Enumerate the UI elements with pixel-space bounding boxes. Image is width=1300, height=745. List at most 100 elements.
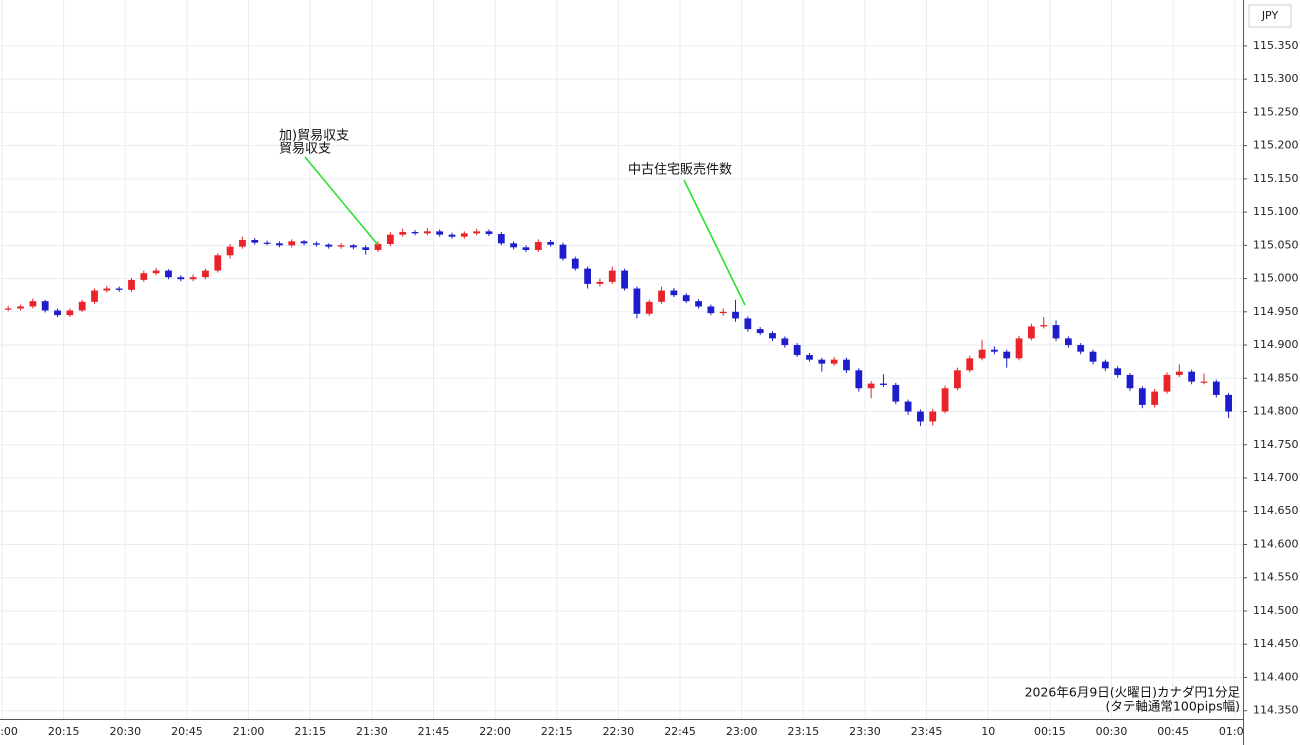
- candle-body: [695, 301, 702, 307]
- x-tick-label: 21:15: [294, 725, 326, 738]
- candle-body: [1188, 371, 1196, 382]
- annotation-line: [304, 156, 379, 246]
- candle-body: [978, 349, 986, 359]
- x-tick-label: 22:15: [541, 725, 573, 738]
- candle-body: [399, 232, 407, 235]
- candle-body: [337, 245, 345, 247]
- candle-body: [843, 359, 850, 371]
- y-tick-label: 114.950: [1253, 305, 1299, 318]
- candle-body: [115, 288, 123, 290]
- annotation-text: 中古住宅販売件数: [628, 162, 732, 178]
- candle-body: [1003, 351, 1011, 359]
- candle-body: [608, 270, 616, 282]
- candle-body: [78, 301, 86, 311]
- candle-body: [645, 301, 653, 314]
- y-tick-label: 115.300: [1253, 72, 1299, 85]
- candle-body: [1101, 361, 1109, 369]
- caption: 2026年6月9日(火曜日)カナダ円1分足: [1025, 685, 1241, 700]
- candle-body: [510, 243, 518, 248]
- candle-body: [54, 310, 61, 316]
- candle-body: [300, 241, 308, 244]
- candle-body: [1225, 394, 1233, 412]
- candle-body: [1151, 391, 1159, 405]
- candle-body: [621, 270, 628, 289]
- annotation-line: [683, 179, 746, 306]
- candle-body: [929, 411, 937, 422]
- annotation-text: 加)貿易収支: [279, 129, 349, 144]
- y-tick-label: 114.550: [1253, 571, 1299, 584]
- candles: [4, 228, 1233, 427]
- candle-body: [1114, 368, 1122, 375]
- y-tick-label: 114.700: [1253, 471, 1299, 484]
- candle-body: [1077, 345, 1085, 352]
- candle-body: [288, 241, 296, 246]
- candle-body: [251, 240, 259, 243]
- y-tick-label: 115.100: [1253, 205, 1299, 218]
- y-tick-label: 114.900: [1253, 338, 1299, 351]
- candle-body: [707, 306, 715, 314]
- candle-body: [1200, 381, 1208, 383]
- annotation-text: 貿易収支: [279, 142, 331, 157]
- x-tick-label: 00:45: [1157, 725, 1189, 738]
- y-tick-label: 115.250: [1253, 105, 1299, 118]
- candle-body: [41, 301, 49, 311]
- candle-body: [547, 241, 555, 245]
- candle-body: [892, 384, 900, 402]
- candle-body: [584, 268, 591, 284]
- candle-body: [325, 244, 333, 247]
- candle-body: [991, 349, 998, 352]
- candle-body: [226, 246, 234, 256]
- candle-body: [17, 306, 24, 309]
- candle-body: [917, 411, 924, 422]
- x-tick-label: 20:30: [109, 725, 141, 738]
- caption: (タテ軸通常100pips幅): [1106, 699, 1240, 714]
- candle-body: [423, 231, 431, 234]
- candle-body: [1015, 338, 1023, 359]
- candle-body: [497, 234, 505, 244]
- y-tick-label: 114.450: [1253, 637, 1299, 650]
- candle-body: [1163, 374, 1171, 392]
- candle-body: [719, 311, 727, 314]
- candle-body: [867, 383, 875, 389]
- candle-body: [1126, 374, 1134, 389]
- candle-body: [128, 279, 135, 290]
- candle-body: [4, 308, 12, 310]
- candle-body: [830, 359, 838, 364]
- x-tick-label: 10: [981, 725, 995, 738]
- candle-body: [91, 290, 98, 302]
- candle-body: [29, 301, 37, 307]
- candle-body: [670, 290, 678, 296]
- candle-body: [571, 258, 579, 269]
- x-tick-label: 00:30: [1096, 725, 1128, 738]
- candle-body: [276, 243, 283, 246]
- y-tick-label: 114.650: [1253, 504, 1299, 517]
- x-tick-label: 22:30: [603, 725, 635, 738]
- candle-body: [386, 234, 394, 244]
- candle-body: [744, 318, 752, 330]
- x-tick-label: 23:15: [787, 725, 819, 738]
- candle-body: [177, 277, 185, 280]
- candle-body: [313, 243, 320, 245]
- candle-body: [1212, 381, 1220, 395]
- candle-body: [781, 338, 789, 346]
- candle-body: [818, 359, 826, 364]
- candle-body: [941, 388, 949, 412]
- candle-body: [596, 281, 604, 284]
- candle-body: [362, 247, 370, 250]
- candle-body: [436, 231, 444, 235]
- candle-body: [682, 295, 690, 302]
- x-tick-label: 00:15: [1034, 725, 1066, 738]
- candle-body: [189, 277, 197, 280]
- candle-body: [880, 383, 887, 385]
- candle-body: [239, 240, 246, 247]
- x-tick-label: 01:00: [1219, 725, 1251, 738]
- candle-body: [485, 231, 493, 235]
- candle-body: [966, 358, 974, 371]
- candle-body: [658, 290, 665, 302]
- candle-body: [732, 311, 739, 319]
- y-tick-label: 114.400: [1253, 670, 1299, 683]
- y-tick-label: 115.050: [1253, 238, 1299, 251]
